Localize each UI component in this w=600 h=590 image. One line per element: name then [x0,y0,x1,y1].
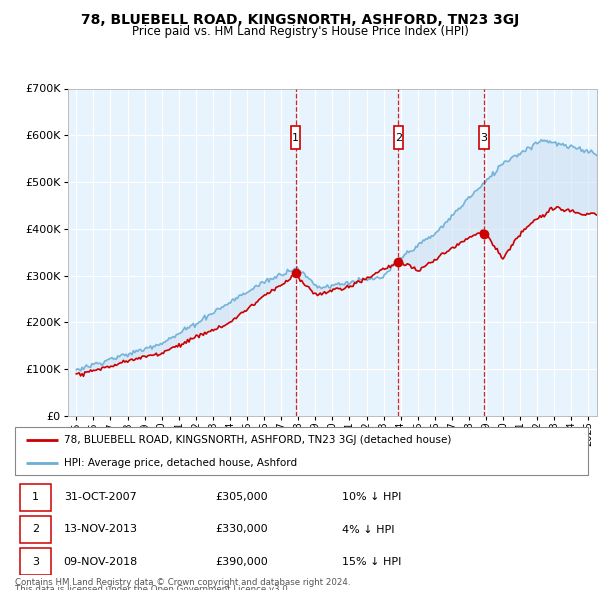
Bar [479,126,488,149]
Text: 3: 3 [32,556,39,566]
Text: 09-NOV-2018: 09-NOV-2018 [64,556,138,566]
Text: 4% ↓ HPI: 4% ↓ HPI [341,525,394,535]
Text: Contains HM Land Registry data © Crown copyright and database right 2024.: Contains HM Land Registry data © Crown c… [15,578,350,587]
Text: This data is licensed under the Open Government Licence v3.0.: This data is licensed under the Open Gov… [15,585,290,590]
Text: 1: 1 [292,133,299,143]
Bar [291,126,301,149]
Text: 13-NOV-2013: 13-NOV-2013 [64,525,138,535]
Text: 1: 1 [32,493,39,502]
Text: 78, BLUEBELL ROAD, KINGSNORTH, ASHFORD, TN23 3GJ: 78, BLUEBELL ROAD, KINGSNORTH, ASHFORD, … [81,13,519,27]
Text: 31-OCT-2007: 31-OCT-2007 [64,493,136,502]
FancyBboxPatch shape [20,484,51,511]
Text: £390,000: £390,000 [215,556,268,566]
Text: 3: 3 [481,133,487,143]
Text: 15% ↓ HPI: 15% ↓ HPI [341,556,401,566]
FancyBboxPatch shape [20,516,51,543]
Text: £330,000: £330,000 [215,525,268,535]
Text: 2: 2 [395,133,402,143]
Text: 78, BLUEBELL ROAD, KINGSNORTH, ASHFORD, TN23 3GJ (detached house): 78, BLUEBELL ROAD, KINGSNORTH, ASHFORD, … [64,435,451,445]
Text: £305,000: £305,000 [215,493,268,502]
Text: 10% ↓ HPI: 10% ↓ HPI [341,493,401,502]
Text: HPI: Average price, detached house, Ashford: HPI: Average price, detached house, Ashf… [64,458,297,468]
Bar [394,126,403,149]
FancyBboxPatch shape [15,427,588,475]
FancyBboxPatch shape [20,548,51,575]
Text: Price paid vs. HM Land Registry's House Price Index (HPI): Price paid vs. HM Land Registry's House … [131,25,469,38]
Text: 2: 2 [32,525,39,535]
